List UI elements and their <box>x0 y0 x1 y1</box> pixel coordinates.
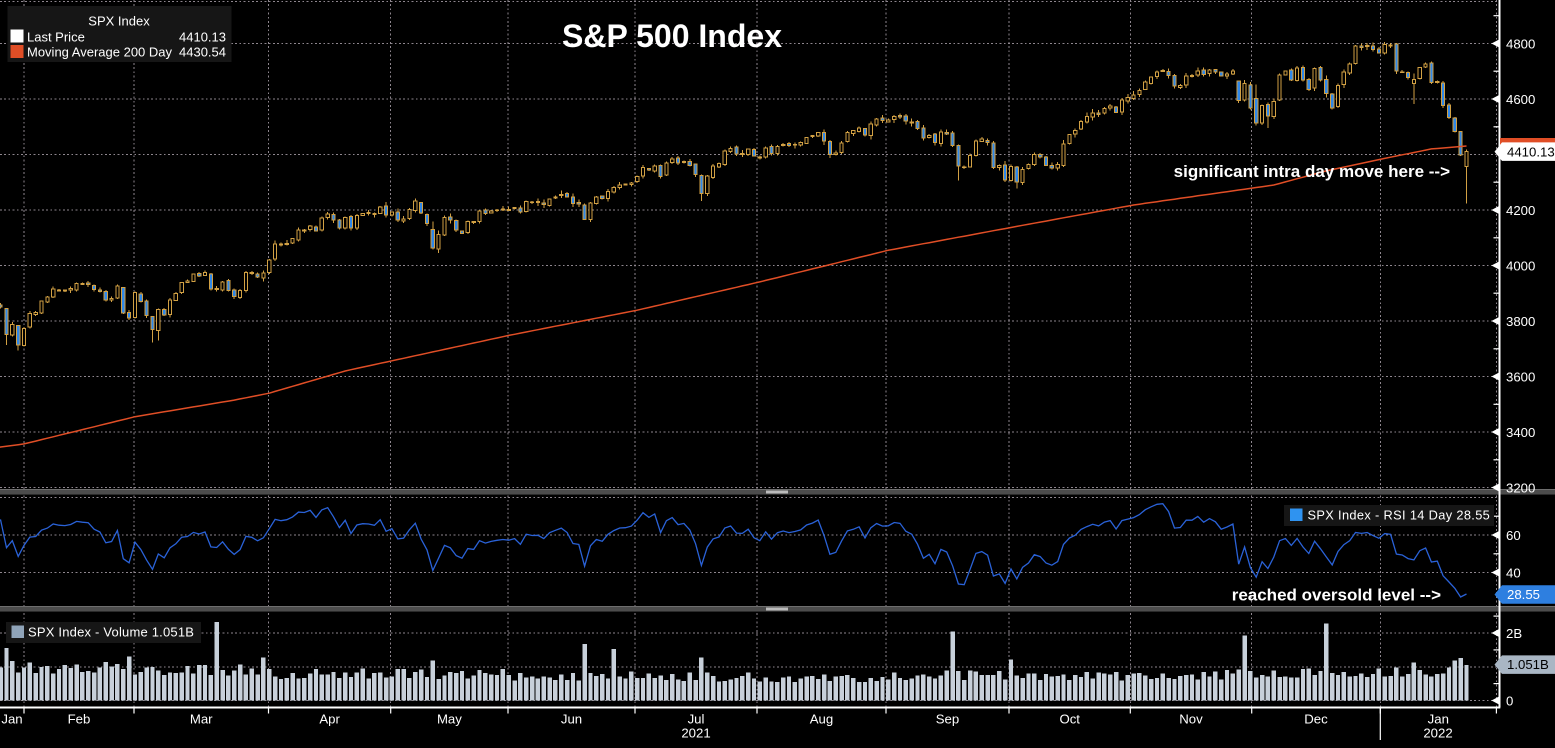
svg-text:SPX Index: SPX Index <box>88 13 150 28</box>
svg-text:May: May <box>437 712 462 727</box>
svg-text:4600: 4600 <box>1506 92 1535 107</box>
svg-text:significant intra day move her: significant intra day move here --> <box>1174 162 1450 181</box>
svg-text:S&P 500 Index: S&P 500 Index <box>562 18 782 54</box>
svg-text:4430.54: 4430.54 <box>179 45 226 60</box>
svg-text:Oct: Oct <box>1059 712 1080 727</box>
svg-text:3200: 3200 <box>1506 480 1535 495</box>
svg-text:Mar: Mar <box>190 712 213 727</box>
svg-text:Feb: Feb <box>68 712 91 727</box>
svg-text:Last Price: Last Price <box>27 29 85 44</box>
svg-text:4000: 4000 <box>1506 258 1535 273</box>
svg-text:40: 40 <box>1506 565 1521 580</box>
svg-text:Jul: Jul <box>688 712 705 727</box>
svg-text:60: 60 <box>1506 528 1521 543</box>
svg-text:1.051B: 1.051B <box>1507 657 1549 672</box>
svg-text:0: 0 <box>1506 693 1513 708</box>
svg-text:Apr: Apr <box>319 712 340 727</box>
svg-text:28.55: 28.55 <box>1507 587 1540 602</box>
svg-text:Moving Average 200 Day: Moving Average 200 Day <box>27 45 173 60</box>
svg-text:2B: 2B <box>1506 626 1522 641</box>
svg-text:SPX Index - RSI 14 Day 28.55: SPX Index - RSI 14 Day 28.55 <box>1308 507 1491 522</box>
svg-text:Aug: Aug <box>810 712 833 727</box>
svg-text:reached oversold level -->: reached oversold level --> <box>1232 586 1441 605</box>
svg-text:Nov: Nov <box>1179 712 1203 727</box>
svg-text:2022: 2022 <box>1423 726 1452 741</box>
svg-text:4800: 4800 <box>1506 36 1535 51</box>
svg-text:3800: 3800 <box>1506 314 1535 329</box>
svg-text:4200: 4200 <box>1506 203 1535 218</box>
svg-text:4410.13: 4410.13 <box>1507 144 1555 159</box>
svg-text:Jun: Jun <box>561 712 582 727</box>
svg-text:2021: 2021 <box>681 726 710 741</box>
svg-text:SPX Index - Volume 1.051B: SPX Index - Volume 1.051B <box>28 624 194 639</box>
svg-text:Jan: Jan <box>1428 712 1449 727</box>
svg-text:3400: 3400 <box>1506 425 1535 440</box>
svg-text:Sep: Sep <box>936 712 959 727</box>
svg-text:4410.13: 4410.13 <box>179 29 226 44</box>
svg-text:Jan: Jan <box>1 712 22 727</box>
svg-text:Dec: Dec <box>1304 712 1328 727</box>
svg-text:3600: 3600 <box>1506 369 1535 384</box>
